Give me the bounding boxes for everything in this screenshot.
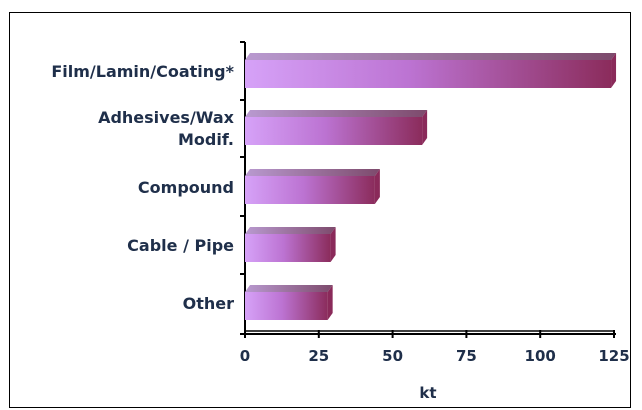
bar-side-face xyxy=(330,227,336,262)
bar-top-face xyxy=(245,53,617,60)
chart-frame xyxy=(9,12,631,408)
bar-top-face xyxy=(245,169,380,176)
bar xyxy=(245,285,333,320)
x-tick-label: 25 xyxy=(308,347,329,365)
bar xyxy=(245,169,380,204)
x-tick-label: 125 xyxy=(598,347,629,365)
x-tick-label: 0 xyxy=(240,347,250,365)
x-axis-title: kt xyxy=(419,384,436,402)
bar xyxy=(245,53,617,88)
axes xyxy=(240,41,616,338)
bar xyxy=(245,227,336,262)
bar-front-face xyxy=(245,60,612,88)
x-tick-label: 50 xyxy=(382,347,403,365)
bar-side-face xyxy=(327,285,333,320)
category-label: Film/Lamin/Coating* xyxy=(51,62,234,81)
bar-front-face xyxy=(245,234,331,262)
labels: 0 25 50 75 100 125 Film/Lamin/Coating* Adhesive… xyxy=(51,62,629,402)
bar-front-face xyxy=(245,117,423,145)
bar-top-face xyxy=(245,227,336,234)
bar-top-face xyxy=(245,285,333,292)
x-tick-label: 100 xyxy=(525,347,556,365)
category-label: Compound xyxy=(138,178,234,197)
bars xyxy=(245,53,617,320)
bar-side-face xyxy=(422,110,428,145)
category-label: Other xyxy=(183,294,234,313)
bar-side-face xyxy=(374,169,380,204)
bar-front-face xyxy=(245,292,328,320)
bar-top-face xyxy=(245,110,428,117)
bar-front-face xyxy=(245,176,375,204)
category-label: Adhesives/Wax Modif. xyxy=(98,108,235,149)
x-tick-label: 75 xyxy=(456,347,477,365)
bar-side-face xyxy=(611,53,617,88)
category-label: Cable / Pipe xyxy=(127,236,234,255)
bar xyxy=(245,110,428,145)
